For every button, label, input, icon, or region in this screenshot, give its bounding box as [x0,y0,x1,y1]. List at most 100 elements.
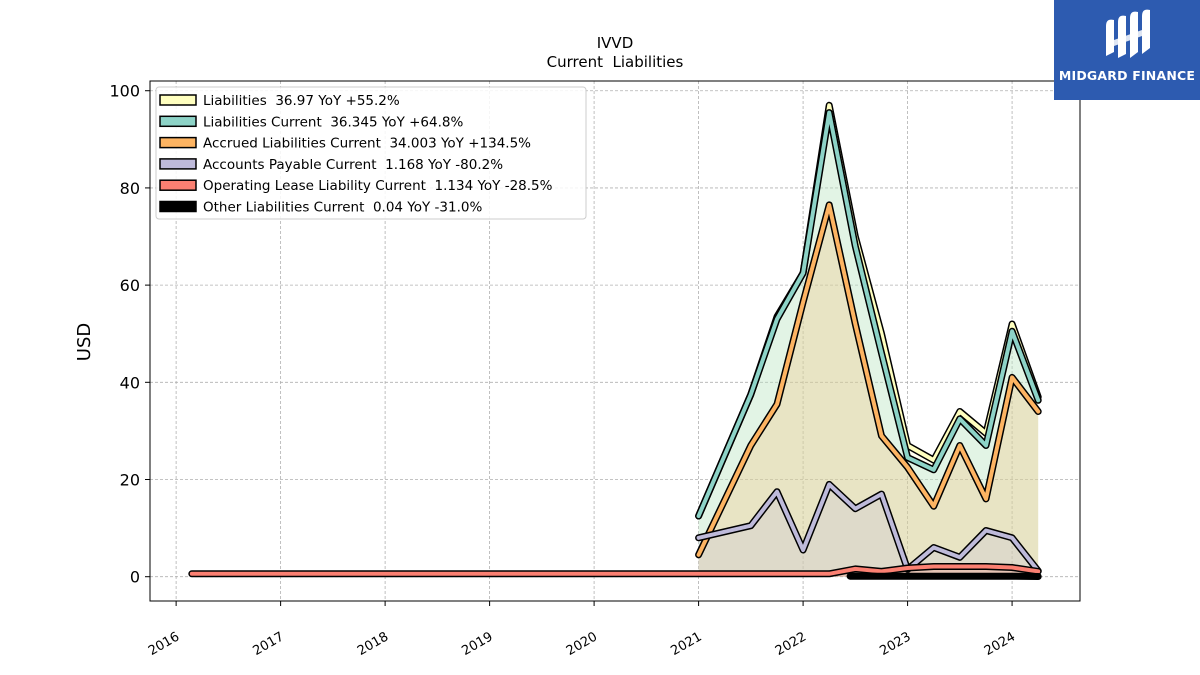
logo-text: MIDGARD FINANCE [1058,68,1196,83]
data-point-accrued-liabilities-current [1011,376,1013,378]
legend-swatch [159,179,197,191]
data-point-operating-lease-liability-current [802,573,804,575]
y-tick-label: 20 [120,471,140,490]
data-point-liabilities-current [959,418,961,420]
data-point-accounts-payable-current [750,525,752,527]
legend-label: Liabilities Current 36.345 YoY +64.8% [203,114,463,130]
data-point-accrued-liabilities-current [881,435,882,437]
x-axis: 2016 2017 2018 2019 2020 2021 2022 2023 2024 [146,601,1018,659]
data-point-liabilities-current [1011,330,1013,332]
data-point-liabilities-current [854,245,856,247]
data-point-accounts-payable-current [959,556,961,558]
series-lines [188,101,1042,580]
data-point-operating-lease-liability-current [828,573,830,575]
midgard-finance-logo: MIDGARD FINANCE [1054,0,1200,100]
data-point-liabilities [1011,323,1013,325]
chart-subtitle: Current Liabilities [547,53,684,71]
data-point-accounts-payable-current [776,491,778,493]
data-point-operating-lease-liability-current [933,566,935,567]
x-tick-label: 2018 [355,629,391,659]
series-line-operating-lease-liability-current [189,564,1041,576]
data-point-liabilities-current [776,318,778,320]
legend-label: Liabilities 36.97 YoY +55.2% [203,93,400,109]
legend-swatch [159,200,197,213]
y-tick-label: 100 [109,82,140,101]
data-point-operating-lease-liability-current [881,570,882,572]
legend-label: Operating Lease Liability Current 1.134 … [203,178,553,194]
data-point-operating-lease-liability-current [1037,570,1039,572]
legend-swatch [159,94,197,106]
legend-label: Other Liabilities Current 0.04 YoY -31.0… [203,200,482,216]
data-point-liabilities-current [985,445,987,446]
legend-box [155,86,587,220]
data-point-operating-lease-liability-current [1011,567,1013,568]
data-point-accounts-payable-current [985,530,987,531]
data-point-other-liabilities-current [985,575,987,577]
data-point-liabilities-current [698,515,700,517]
data-point-other-liabilities-current [1011,575,1013,577]
legend: Liabilities 36.97 YoY +55.2% Liabilities … [155,86,587,220]
data-point-accounts-payable-current [881,493,882,495]
legend-swatch [159,136,197,149]
x-tick-label: 2020 [564,629,600,659]
data-point-liabilities-current [828,112,830,114]
data-point-liabilities [881,333,882,335]
x-tick-label: 2024 [982,629,1018,659]
x-tick-label: 2023 [877,629,913,659]
midgard-logo-icon [1106,9,1150,59]
data-point-liabilities-current [750,394,752,395]
data-point-accounts-payable-current [802,549,804,551]
legend-swatch [159,115,197,128]
x-tick-label: 2022 [773,629,809,659]
data-point-accrued-liabilities-current [698,554,700,556]
data-point-operating-lease-liability-current [280,573,282,575]
y-axis: 0 20 40 60 80 100 [109,82,150,587]
data-point-operating-lease-liability-current [907,567,909,569]
data-point-accounts-payable-current [1011,537,1013,539]
legend-label: Accounts Payable Current 1.168 YoY -80.2… [203,157,503,173]
data-point-operating-lease-liability-current [854,568,856,570]
data-point-accrued-liabilities-current [985,498,987,500]
data-point-accrued-liabilities-current [802,301,804,303]
data-point-liabilities-current [933,469,935,471]
legend-label: Accrued Liabilities Current 34.003 YoY +… [203,136,531,152]
y-axis-label: USD [74,323,95,361]
y-tick-label: 40 [120,373,140,392]
data-point-liabilities [933,459,935,461]
data-point-liabilities-current [881,352,882,354]
y-tick-label: 60 [120,276,140,295]
data-point-other-liabilities-current [933,575,935,577]
data-point-other-liabilities-current [849,575,851,577]
y-tick-label: 80 [120,179,140,198]
data-point-other-liabilities-current [907,575,909,577]
data-point-operating-lease-liability-current [384,573,386,575]
plot-area-frame [149,80,1081,602]
data-point-operating-lease-liability-current [191,573,193,575]
data-point-liabilities [959,411,961,412]
x-tick-label: 2017 [250,629,286,659]
data-point-accrued-liabilities-current [854,323,856,325]
data-point-accrued-liabilities-current [750,445,752,446]
data-point-other-liabilities-current [959,575,961,577]
data-point-operating-lease-liability-current [489,573,491,575]
data-point-other-liabilities-current [1037,576,1039,577]
data-point-operating-lease-liability-current [593,573,595,575]
data-point-accounts-payable-current [854,508,856,510]
data-point-accrued-liabilities-current [933,505,935,507]
data-point-operating-lease-liability-current [698,573,700,575]
data-point-accounts-payable-current [933,547,935,548]
data-point-other-liabilities-current [881,575,882,577]
data-point-accrued-liabilities-current [828,204,830,206]
data-point-liabilities [828,104,830,106]
data-point-liabilities-current [907,457,909,459]
data-point-liabilities-current [802,272,804,274]
legend-swatch [159,158,197,170]
data-point-liabilities-current [1037,399,1039,401]
data-point-accrued-liabilities-current [959,445,961,446]
y-tick-label: 0 [130,568,140,587]
data-point-accrued-liabilities-current [776,403,778,405]
data-point-accrued-liabilities-current [1037,411,1039,412]
data-point-accrued-liabilities-current [907,466,909,468]
chart-title: IVVD [597,34,634,52]
